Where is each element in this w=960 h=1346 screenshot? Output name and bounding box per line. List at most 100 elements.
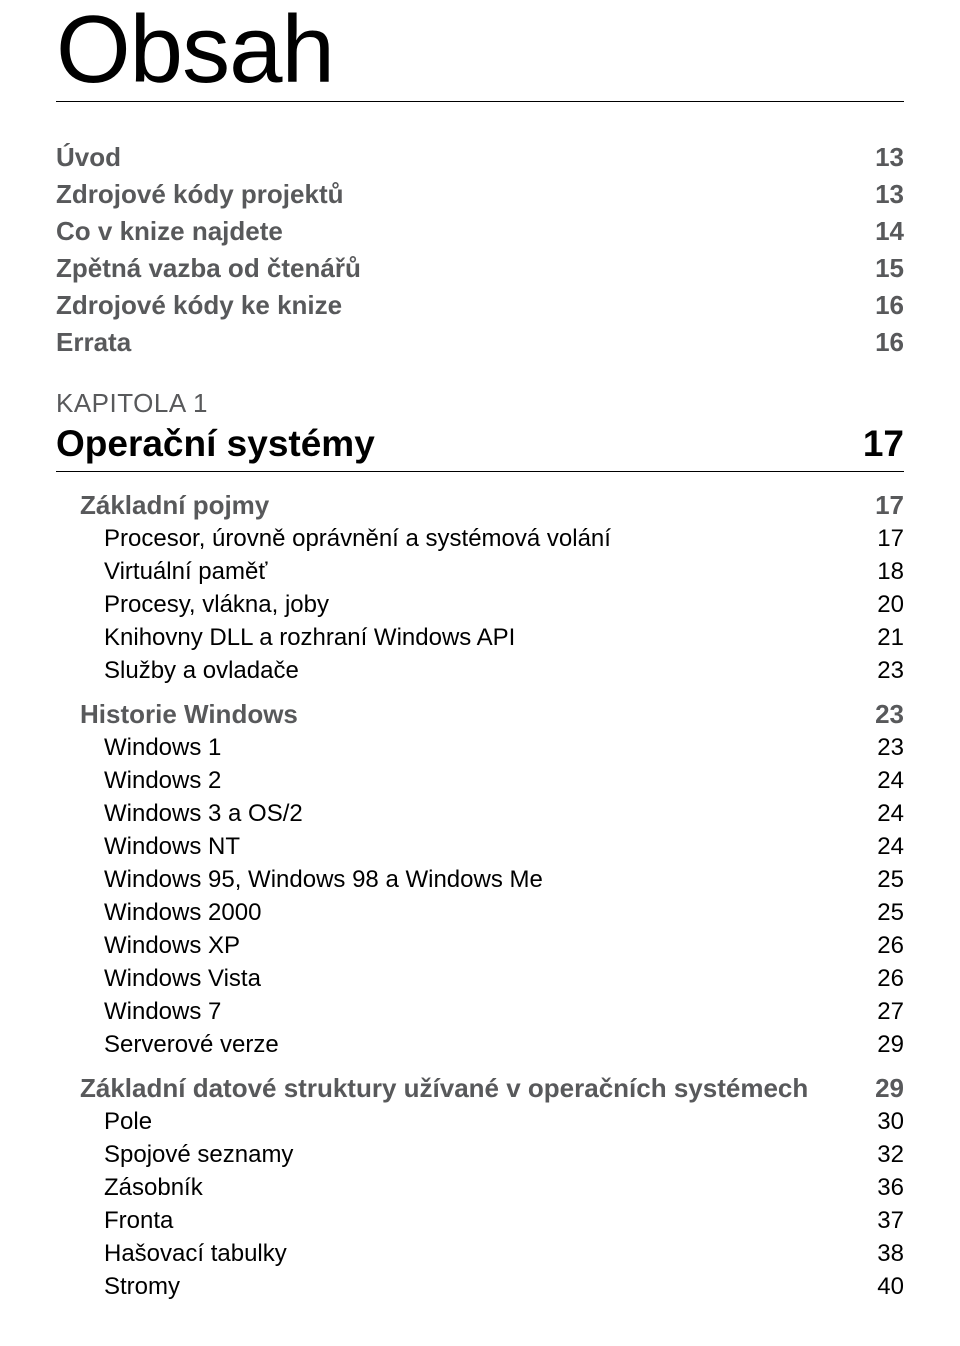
toc-sub-row: Zásobník 36 <box>56 1174 904 1202</box>
toc-sub-row: Windows Vista 26 <box>56 965 904 993</box>
toc-sub-page: 36 <box>861 1174 904 1202</box>
toc-section: Základní pojmy 17 <box>56 490 904 521</box>
toc-sub-page: 27 <box>861 998 904 1026</box>
toc-sub-label: Windows 95, Windows 98 a Windows Me <box>104 866 543 894</box>
toc-page: 13 <box>859 179 904 210</box>
toc-sub-row: Virtuální paměť 18 <box>56 558 904 586</box>
chapter-page: 17 <box>847 423 904 465</box>
toc-sub-block: Pole 30 Spojové seznamy 32 Zásobník 36 Fron… <box>56 1108 904 1301</box>
toc-sub-row: Windows 3 a OS/2 24 <box>56 800 904 828</box>
toc-sub-page: 32 <box>861 1141 904 1169</box>
toc-sub-page: 25 <box>861 866 904 894</box>
toc-sub-row: Windows XP 26 <box>56 932 904 960</box>
toc-sub-label: Windows 3 a OS/2 <box>104 800 303 828</box>
toc-sub-page: 18 <box>861 558 904 586</box>
toc-sub-page: 26 <box>861 932 904 960</box>
toc-sub-page: 38 <box>861 1240 904 1268</box>
toc-sub-row: Fronta 37 <box>56 1207 904 1235</box>
toc-row: Errata 16 <box>56 327 904 358</box>
toc-row: Zpětná vazba od čtenářů 15 <box>56 253 904 284</box>
toc-sub-label: Knihovny DLL a rozhraní Windows API <box>104 624 515 652</box>
toc-sub-page: 24 <box>861 833 904 861</box>
toc-sub-page: 25 <box>861 899 904 927</box>
toc-sub-page: 21 <box>861 624 904 652</box>
toc-sub-page: 24 <box>861 800 904 828</box>
toc-sub-page: 26 <box>861 965 904 993</box>
toc-label: Co v knize najdete <box>56 216 283 247</box>
toc-row: Co v knize najdete 14 <box>56 216 904 247</box>
toc-label: Zdrojové kódy projektů <box>56 179 344 210</box>
toc-sub-label: Zásobník <box>104 1174 203 1202</box>
page-title: Obsah <box>56 0 904 102</box>
toc-label: Errata <box>56 327 131 358</box>
toc-sub-row: Procesy, vlákna, joby 20 <box>56 591 904 619</box>
toc-section: Základní datové struktury užívané v oper… <box>56 1073 904 1104</box>
toc-sub-row: Knihovny DLL a rozhraní Windows API 21 <box>56 624 904 652</box>
toc-label: Zpětná vazba od čtenářů <box>56 253 361 284</box>
toc-section-row: Základní pojmy 17 <box>56 490 904 521</box>
toc-sub-label: Serverové verze <box>104 1031 279 1059</box>
toc-sub-label: Stromy <box>104 1273 180 1301</box>
toc-sub-label: Windows 1 <box>104 734 221 762</box>
toc-sub-row: Windows 1 23 <box>56 734 904 762</box>
toc-sub-row: Serverové verze 29 <box>56 1031 904 1059</box>
toc-sub-label: Pole <box>104 1108 152 1136</box>
toc-sub-page: 29 <box>861 1031 904 1059</box>
toc-section-page: 23 <box>859 699 904 730</box>
toc-sub-page: 20 <box>861 591 904 619</box>
toc-sub-label: Windows NT <box>104 833 240 861</box>
toc-sub-page: 30 <box>861 1108 904 1136</box>
toc-section-row: Základní datové struktury užívané v oper… <box>56 1073 904 1104</box>
toc-sub-row: Spojové seznamy 32 <box>56 1141 904 1169</box>
toc-sub-label: Windows XP <box>104 932 240 960</box>
toc-section-label: Základní pojmy <box>80 490 269 521</box>
toc-label: Zdrojové kódy ke knize <box>56 290 342 321</box>
toc-sub-page: 17 <box>861 525 904 553</box>
toc-sub-block: Windows 1 23 Windows 2 24 Windows 3 a OS/2… <box>56 734 904 1059</box>
toc-sub-page: 24 <box>861 767 904 795</box>
toc-page: 16 <box>859 290 904 321</box>
toc-sub-page: 23 <box>861 734 904 762</box>
toc-sub-row: Služby a ovladače 23 <box>56 657 904 685</box>
toc-sub-label: Služby a ovladače <box>104 657 299 685</box>
chapter-title: Operační systémy <box>56 423 375 465</box>
toc-page: 13 <box>859 142 904 173</box>
toc-sub-row: Windows NT 24 <box>56 833 904 861</box>
toc-sub-label: Fronta <box>104 1207 173 1235</box>
toc-sub-label: Procesy, vlákna, joby <box>104 591 329 619</box>
toc-section-page: 29 <box>859 1073 904 1104</box>
toc-page: 14 <box>859 216 904 247</box>
toc-sub-label: Windows 7 <box>104 998 221 1026</box>
toc-sub-row: Procesor, úrovně oprávnění a systémová v… <box>56 525 904 553</box>
toc-sub-label: Windows 2 <box>104 767 221 795</box>
toc-sub-row: Windows 200025 <box>56 899 904 927</box>
toc-sub-label: Spojové seznamy <box>104 1141 293 1169</box>
toc-sub-row: Pole 30 <box>56 1108 904 1136</box>
toc-row: Zdrojové kódy projektů 13 <box>56 179 904 210</box>
toc-section-label: Základní datové struktury užívané v oper… <box>80 1073 808 1104</box>
toc-sub-row: Windows 7 27 <box>56 998 904 1026</box>
chapter-label: KAPITOLA 1 <box>56 388 904 419</box>
toc-sub-label: Procesor, úrovně oprávnění a systémová v… <box>104 525 611 553</box>
toc-section: Historie Windows 23 <box>56 699 904 730</box>
toc-page: 15 <box>859 253 904 284</box>
page: Obsah Úvod 13 Zdrojové kódy projektů 13 … <box>0 0 960 1346</box>
toc-section-row: Historie Windows 23 <box>56 699 904 730</box>
toc-row: Úvod 13 <box>56 142 904 173</box>
toc-section-label: Historie Windows <box>80 699 298 730</box>
toc-sub-label: Virtuální paměť <box>104 558 267 586</box>
toc-section-page: 17 <box>859 490 904 521</box>
toc-sub-row: Hašovací tabulky38 <box>56 1240 904 1268</box>
toc-sub-page: 40 <box>861 1273 904 1301</box>
intro-block: Úvod 13 Zdrojové kódy projektů 13 Co v k… <box>56 142 904 358</box>
toc-sub-row: Windows 95, Windows 98 a Windows Me 25 <box>56 866 904 894</box>
toc-sub-block: Procesor, úrovně oprávnění a systémová v… <box>56 525 904 685</box>
toc-row: Zdrojové kódy ke knize 16 <box>56 290 904 321</box>
toc-sub-page: 23 <box>861 657 904 685</box>
toc-sub-row: Windows 2 24 <box>56 767 904 795</box>
toc-label: Úvod <box>56 142 121 173</box>
toc-sub-row: Stromy 40 <box>56 1273 904 1301</box>
toc-sub-label: Windows Vista <box>104 965 261 993</box>
toc-page: 16 <box>859 327 904 358</box>
toc-sub-page: 37 <box>861 1207 904 1235</box>
